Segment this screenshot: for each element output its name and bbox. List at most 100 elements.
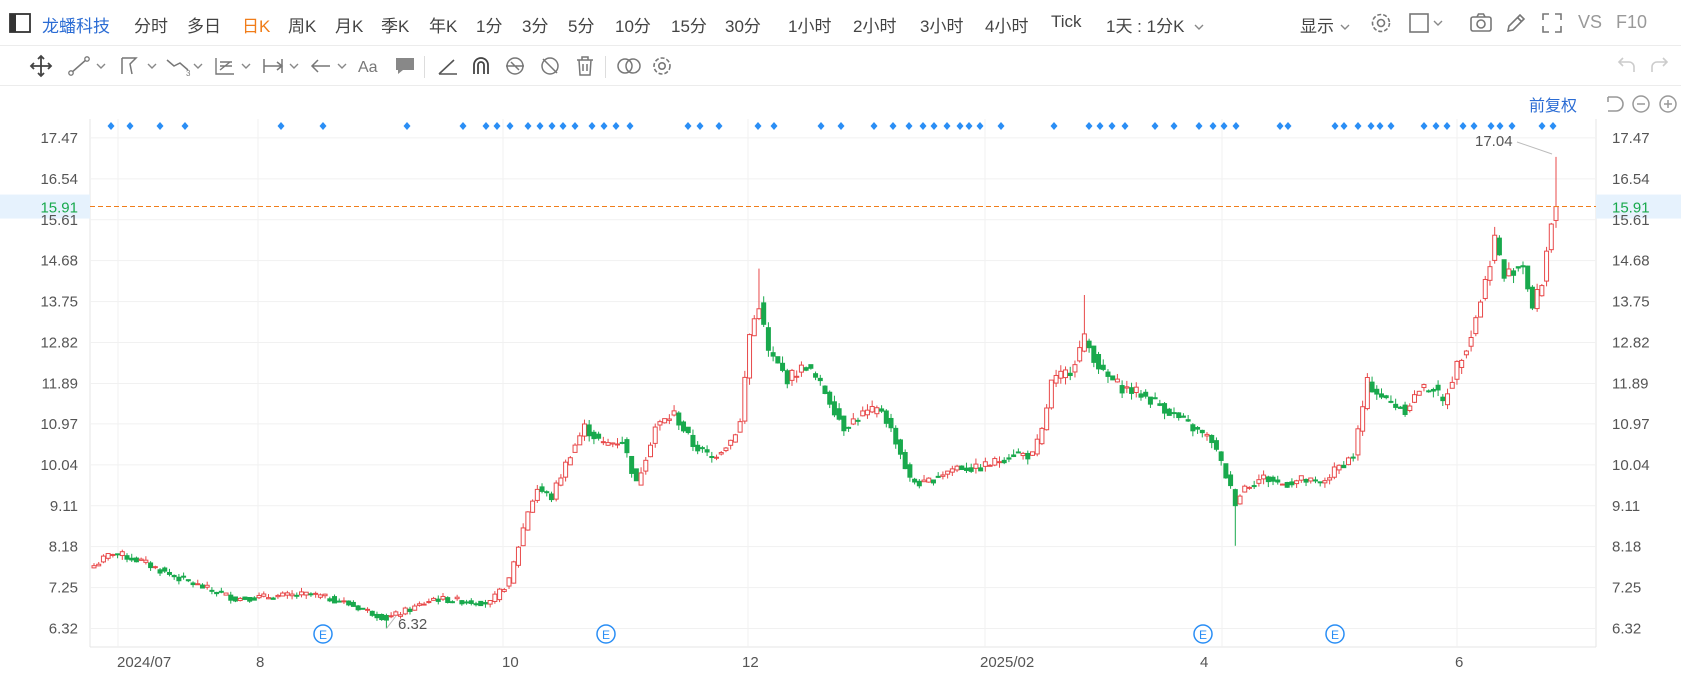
candle-body	[1553, 206, 1559, 221]
signal-dot	[1459, 122, 1467, 130]
signal-dot	[107, 122, 115, 130]
candle-body	[322, 593, 328, 597]
period-tab-4[interactable]: 月K	[335, 17, 364, 36]
compare-icon[interactable]	[615, 54, 643, 78]
sidebar-toggle-icon[interactable]	[8, 11, 32, 35]
channel-tool-icon[interactable]	[118, 54, 162, 78]
candle-body	[1341, 464, 1347, 469]
angle-tool-icon[interactable]	[436, 54, 460, 78]
candle-body	[808, 364, 814, 369]
redo-icon[interactable]	[1648, 54, 1672, 78]
candle-body	[1176, 412, 1182, 419]
move-cross-icon[interactable]	[28, 54, 54, 78]
signal-dot	[1050, 122, 1058, 130]
settings-icon[interactable]	[1369, 11, 1393, 35]
candle-body	[1124, 386, 1130, 389]
square-layout-icon[interactable]	[1408, 11, 1444, 35]
candle-body	[383, 615, 389, 621]
candle-body	[1053, 374, 1059, 384]
period-tab-1[interactable]: 多日	[187, 17, 221, 36]
period-tab-3[interactable]: 周K	[288, 17, 317, 36]
candle-body	[190, 582, 196, 586]
candle-body	[638, 472, 644, 486]
period-tab-2[interactable]: 日K	[242, 17, 271, 36]
signal-dot	[612, 122, 620, 130]
candle-body	[435, 598, 441, 602]
candle-body	[558, 477, 564, 486]
display-menu[interactable]: 显示	[1300, 12, 1351, 37]
period-tab-8[interactable]: 3分	[522, 17, 549, 36]
candle-body	[152, 566, 158, 569]
f10-button[interactable]: F10	[1616, 12, 1648, 32]
candle-body	[402, 607, 408, 615]
candle-body	[1105, 371, 1111, 377]
zoom-out-icon[interactable]	[1630, 93, 1652, 115]
y-tick-label-right: 13.75	[1612, 294, 1650, 311]
chart-area[interactable]: 17.04 6.32 15.91 15.91 E E E E 17.47 17.47 16.54 1…	[0, 86, 1681, 687]
period-tab-12[interactable]: 30分	[725, 17, 761, 36]
candle-body	[699, 447, 705, 450]
undo-icon[interactable]	[1614, 54, 1638, 78]
magnet-icon[interactable]	[469, 54, 493, 78]
comment-tool-icon[interactable]	[393, 54, 417, 78]
camera-icon[interactable]	[1469, 11, 1493, 35]
candle-body	[1383, 395, 1389, 399]
candle-body	[1445, 393, 1451, 406]
y-tick-label-right: 10.97	[1612, 416, 1650, 433]
fibonacci-tool-icon[interactable]	[212, 54, 256, 78]
candle-body	[836, 408, 842, 420]
pencil-icon[interactable]	[1504, 11, 1528, 35]
candle-body	[129, 557, 135, 561]
candle-body	[1308, 477, 1314, 482]
trendline-tool-icon[interactable]	[66, 54, 110, 78]
candle-body	[1185, 419, 1191, 422]
candle-body	[350, 601, 356, 607]
candle-body	[577, 435, 583, 446]
adjust-mode-button[interactable]: 前复权	[1529, 98, 1578, 115]
candle-body	[1529, 286, 1535, 309]
signal-dot	[1538, 122, 1546, 130]
period-tab-10[interactable]: 10分	[615, 17, 651, 36]
period-tab-0[interactable]: 分时	[134, 17, 168, 36]
signal-dot	[1284, 122, 1292, 130]
period-tab-15[interactable]: 3小时	[920, 17, 964, 36]
period-tab-11[interactable]: 15分	[671, 17, 707, 36]
y-tick-label-right: 8.18	[1612, 539, 1641, 556]
period-tab-16[interactable]: 4小时	[985, 17, 1029, 36]
stock-name[interactable]: 龙蟠科技	[42, 17, 110, 36]
signal-dots	[107, 122, 1557, 130]
interval-select[interactable]: 1天 : 1分K	[1106, 12, 1205, 37]
hide-drawings-icon[interactable]	[538, 54, 562, 78]
period-tab-17[interactable]: Tick	[1051, 12, 1082, 31]
fullscreen-icon[interactable]	[1540, 11, 1564, 35]
signal-dot	[976, 122, 984, 130]
period-tab-7[interactable]: 1分	[476, 17, 503, 36]
vs-button[interactable]: VS	[1578, 12, 1603, 32]
reset-zoom-icon[interactable]	[1602, 93, 1626, 115]
period-tab-5[interactable]: 季K	[381, 17, 410, 36]
candle-body	[657, 421, 663, 426]
period-tab-9[interactable]: 5分	[568, 17, 595, 36]
zoom-in-icon[interactable]	[1657, 93, 1679, 115]
period-tab-14[interactable]: 2小时	[853, 17, 897, 36]
candle-body	[497, 588, 503, 601]
wave-tool-icon[interactable]: 3	[164, 54, 208, 78]
period-tab-6[interactable]: 年K	[429, 17, 458, 36]
candle-body	[643, 459, 649, 472]
chart-settings-icon[interactable]	[650, 54, 674, 78]
trash-icon[interactable]	[573, 54, 597, 78]
candle-body	[1034, 438, 1040, 455]
sync-drawings-icon[interactable]	[503, 54, 527, 78]
candle-body	[1228, 474, 1234, 487]
candle-body	[1407, 405, 1413, 412]
range-tool-icon[interactable]	[260, 54, 304, 78]
candle-body	[1195, 427, 1201, 430]
period-tab-13[interactable]: 1小时	[788, 17, 832, 36]
candle-body	[124, 555, 130, 560]
candle-body	[412, 605, 418, 611]
candle-body	[1265, 476, 1271, 483]
text-tool-icon[interactable]: Aa	[356, 54, 384, 78]
candle-body	[1091, 345, 1097, 363]
arrow-left-tool-icon[interactable]	[308, 54, 352, 78]
